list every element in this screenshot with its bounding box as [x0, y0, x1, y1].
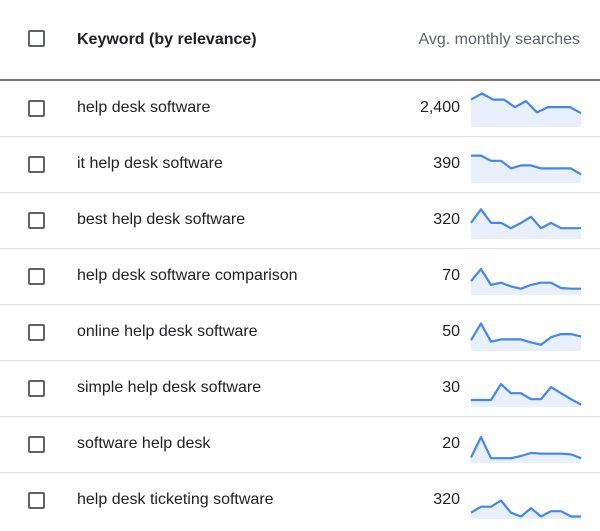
keyword-column-header[interactable]: Keyword (by relevance)	[77, 31, 257, 48]
row-checkbox[interactable]	[28, 436, 45, 453]
table-row: help desk ticketing software 320	[0, 473, 600, 528]
avg-monthly-searches-value: 320	[433, 491, 460, 508]
trend-sparkline[interactable]	[470, 483, 582, 519]
trend-sparkline[interactable]	[470, 203, 582, 239]
sparkline-line	[470, 92, 582, 115]
sparkline-line	[470, 436, 582, 460]
keyword-text: help desk software comparison	[77, 267, 298, 284]
sparkline-area	[471, 323, 581, 351]
avg-monthly-searches-value: 30	[442, 379, 460, 396]
sparkline-area	[471, 269, 581, 295]
keyword-text: simple help desk software	[77, 379, 262, 396]
avg-monthly-searches-value: 50	[442, 323, 460, 340]
sparkline-area	[471, 209, 581, 239]
avg-monthly-searches-column-header[interactable]: Avg. monthly searches	[418, 31, 580, 48]
keyword-text: best help desk software	[77, 211, 246, 228]
trend-sparkline[interactable]	[470, 427, 582, 463]
row-checkbox[interactable]	[28, 380, 45, 397]
row-checkbox[interactable]	[28, 212, 45, 229]
keyword-text: help desk ticketing software	[77, 491, 274, 508]
trend-sparkline[interactable]	[470, 147, 582, 183]
trend-sparkline[interactable]	[470, 371, 582, 407]
select-all-checkbox[interactable]	[28, 30, 45, 47]
sparkline-area	[471, 500, 581, 519]
keyword-text: it help desk software	[77, 155, 223, 172]
sparkline-area	[471, 93, 581, 127]
sparkline-area	[471, 437, 581, 463]
avg-monthly-searches-value: 2,400	[419, 99, 460, 116]
keyword-text: software help desk	[77, 435, 211, 452]
row-checkbox[interactable]	[28, 492, 45, 509]
table-row: it help desk software 390	[0, 137, 600, 193]
trend-sparkline[interactable]	[470, 91, 582, 127]
row-checkbox[interactable]	[28, 324, 45, 341]
avg-monthly-searches-value: 390	[433, 155, 460, 172]
sparkline-area	[471, 155, 581, 183]
table-row: help desk software comparison 70	[0, 249, 600, 305]
keyword-text: online help desk software	[77, 323, 258, 340]
row-checkbox[interactable]	[28, 100, 45, 117]
avg-monthly-searches-value: 20	[442, 435, 460, 452]
avg-monthly-searches-value: 320	[433, 211, 460, 228]
table-body: help desk software 2,400 it help desk soft…	[0, 81, 600, 528]
sparkline-line	[470, 208, 581, 230]
sparkline-line	[470, 322, 582, 346]
table-row: best help desk software 320	[0, 193, 600, 249]
trend-sparkline[interactable]	[470, 259, 582, 295]
sparkline-line	[470, 499, 581, 518]
table-row: online help desk software 50	[0, 305, 600, 361]
table-header: Keyword (by relevance) Avg. monthly sear…	[0, 0, 600, 81]
table-row: software help desk 20	[0, 417, 600, 473]
sparkline-line	[471, 154, 582, 176]
table-row: simple help desk software 30	[0, 361, 600, 417]
row-checkbox[interactable]	[28, 268, 45, 285]
avg-monthly-searches-value: 70	[442, 267, 460, 284]
trend-sparkline[interactable]	[470, 315, 582, 351]
sparkline-line	[470, 268, 581, 290]
sparkline-line	[471, 383, 582, 406]
table-row: help desk software 2,400	[0, 81, 600, 137]
keyword-text: help desk software	[77, 99, 211, 116]
row-checkbox[interactable]	[28, 156, 45, 173]
